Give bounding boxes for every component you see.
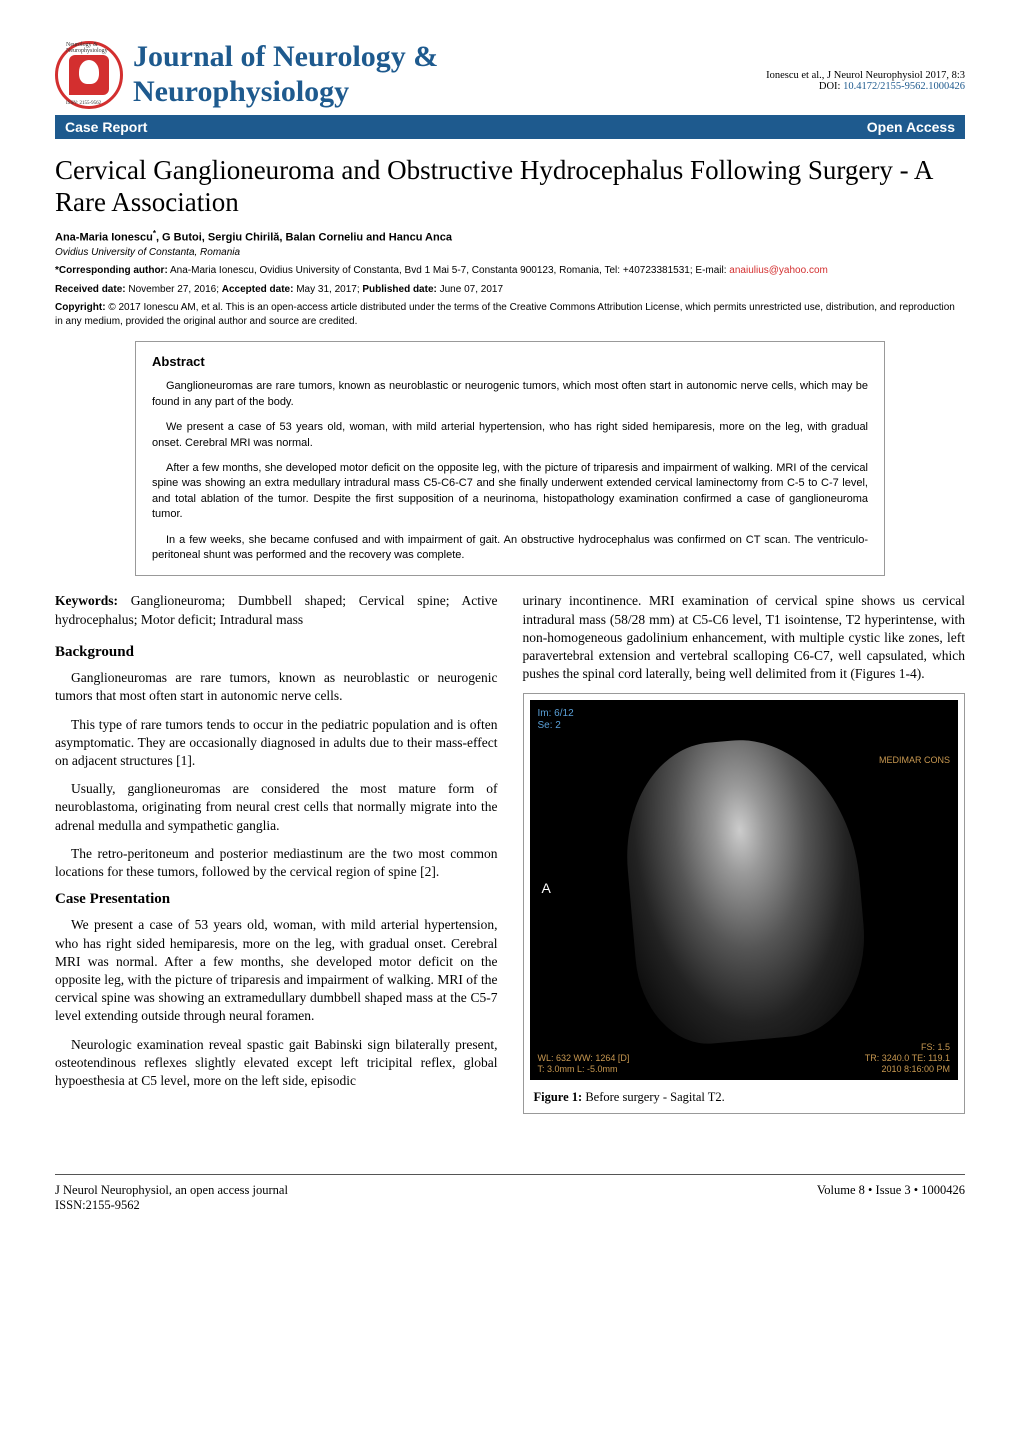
bar-right: Open Access (867, 119, 955, 135)
two-column-layout: Keywords: Ganglioneuroma; Dumbbell shape… (55, 592, 965, 1114)
received-label: Received date: (55, 284, 126, 295)
accepted-label: Accepted date: (222, 284, 294, 295)
authors-rest: , G Butoi, Sergiu Chirilă, Balan Corneli… (156, 231, 452, 243)
background-heading: Background (55, 644, 498, 661)
doi-line: DOI: 10.4172/2155-9562.1000426 (766, 81, 965, 92)
received-date: November 27, 2016; (126, 284, 222, 295)
header-left: Neurology & Neurophysiology ISSN: 2155-9… (55, 40, 438, 109)
article-type-bar: Case Report Open Access (55, 115, 965, 139)
abstract-heading: Abstract (152, 354, 868, 369)
case-p2: Neurologic examination reveal spastic ga… (55, 1036, 498, 1091)
background-p3: Usually, ganglioneuromas are considered … (55, 780, 498, 835)
figure-1-box: Im: 6/12 Se: 2 MEDIMAR CONS A WL: 632 WW… (523, 693, 966, 1114)
copyright-text: © 2017 Ionescu AM, et al. This is an ope… (55, 302, 955, 327)
journal-title-line2: Neurophysiology (133, 75, 349, 108)
abstract-box: Abstract Ganglioneuromas are rare tumors… (135, 341, 885, 576)
mri-tl-line1: Im: 6/12 (538, 708, 574, 719)
figure-1-caption-text: Before surgery - Sagital T2. (582, 1090, 725, 1104)
mri-tl-line2: Se: 2 (538, 720, 561, 731)
background-p2: This type of rare tumors tends to occur … (55, 716, 498, 771)
mri-overlay-top-right: MEDIMAR CONS (879, 755, 950, 765)
copyright: Copyright: © 2017 Ionescu AM, et al. Thi… (55, 301, 965, 329)
corresponding-text: Ana-Maria Ionescu, Ovidius University of… (168, 265, 730, 276)
footer: J Neurol Neurophysiol, an open access jo… (55, 1174, 965, 1213)
left-column: Keywords: Ganglioneuroma; Dumbbell shape… (55, 592, 498, 1114)
figure-1-caption-label: Figure 1: (534, 1090, 583, 1104)
published-label: Published date: (362, 284, 436, 295)
case-heading: Case Presentation (55, 891, 498, 908)
case-p3: urinary incontinence. MRI examination of… (523, 592, 966, 683)
figure-1-caption: Figure 1: Before surgery - Sagital T2. (530, 1088, 959, 1107)
logo-icon (69, 55, 109, 95)
article-dates: Received date: November 27, 2016; Accept… (55, 284, 965, 295)
authors: Ana-Maria Ionescu*, G Butoi, Sergiu Chir… (55, 229, 965, 244)
logo-issn: ISSN: 2155-9562 (66, 101, 101, 106)
corresponding-author: *Corresponding author: Ana-Maria Ionescu… (55, 264, 965, 278)
footer-right: Volume 8 • Issue 3 • 1000426 (817, 1183, 965, 1213)
author-first: Ana-Maria Ionescu (55, 231, 153, 243)
background-p1: Ganglioneuromas are rare tumors, known a… (55, 669, 498, 705)
mri-overlay-bottom-right: FS: 1.5 TR: 3240.0 TE: 119.1 2010 8:16:0… (865, 1042, 950, 1074)
abstract-p4: In a few weeks, she became confused and … (152, 533, 868, 564)
mri-bl-line2: T: 3.0mm L: -5.0mm (538, 1064, 618, 1074)
journal-title-line1: Journal of Neurology & (133, 40, 438, 73)
right-column: urinary incontinence. MRI examination of… (523, 592, 966, 1114)
logo-head-shape (79, 60, 99, 84)
journal-logo: Neurology & Neurophysiology ISSN: 2155-9… (55, 41, 123, 109)
mri-overlay-top-left: Im: 6/12 Se: 2 (538, 708, 574, 732)
footer-left: J Neurol Neurophysiol, an open access jo… (55, 1183, 288, 1213)
header-right: Ionescu et al., J Neurol Neurophysiol 20… (766, 70, 965, 92)
doi-link[interactable]: 10.4172/2155-9562.1000426 (843, 81, 965, 92)
abstract-p2: We present a case of 53 years old, woman… (152, 420, 868, 451)
mri-overlay-bottom-left: WL: 632 WW: 1264 [D] T: 3.0mm L: -5.0mm (538, 1053, 630, 1075)
footer-left-line2: ISSN:2155-9562 (55, 1198, 140, 1212)
keywords-text: Ganglioneuroma; Dumbbell shaped; Cervica… (55, 593, 498, 627)
corresponding-label: *Corresponding author: (55, 265, 168, 276)
figure-1-image: Im: 6/12 Se: 2 MEDIMAR CONS A WL: 632 WW… (530, 700, 959, 1080)
mri-br-line2: TR: 3240.0 TE: 119.1 (865, 1053, 950, 1063)
copyright-label: Copyright: (55, 302, 106, 313)
journal-title: Journal of Neurology & Neurophysiology (133, 40, 438, 109)
mri-sagittal-shape (617, 731, 872, 1050)
mri-bl-line1: WL: 632 WW: 1264 [D] (538, 1053, 630, 1063)
keywords: Keywords: Ganglioneuroma; Dumbbell shape… (55, 592, 498, 630)
mri-br-line1: FS: 1.5 (921, 1042, 950, 1052)
mri-orientation-letter: A (542, 880, 551, 896)
published-date: June 07, 2017 (437, 284, 503, 295)
corresponding-email[interactable]: anaiulius@yahoo.com (729, 265, 828, 276)
footer-left-line1: J Neurol Neurophysiol, an open access jo… (55, 1183, 288, 1197)
affiliation: Ovidius University of Constanta, Romania (55, 247, 965, 258)
header: Neurology & Neurophysiology ISSN: 2155-9… (55, 40, 965, 109)
logo-ring-text: Neurology & Neurophysiology (66, 42, 120, 54)
article-title: Cervical Ganglioneuroma and Obstructive … (55, 154, 965, 219)
case-p1: We present a case of 53 years old, woman… (55, 916, 498, 1025)
background-p4: The retro-peritoneum and posterior media… (55, 845, 498, 881)
mri-br-line3: 2010 8:16:00 PM (881, 1064, 950, 1074)
abstract-p1: Ganglioneuromas are rare tumors, known a… (152, 379, 868, 410)
keywords-label: Keywords: (55, 593, 118, 608)
abstract-p3: After a few months, she developed motor … (152, 461, 868, 523)
accepted-date: May 31, 2017; (293, 284, 362, 295)
citation: Ionescu et al., J Neurol Neurophysiol 20… (766, 70, 965, 81)
bar-left: Case Report (65, 119, 147, 135)
doi-prefix: DOI: (819, 81, 843, 92)
